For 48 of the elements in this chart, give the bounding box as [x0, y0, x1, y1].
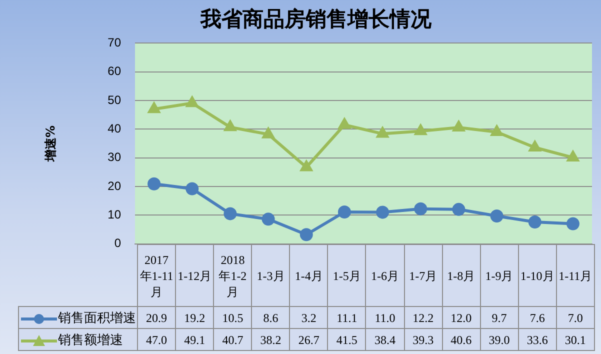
data-label: 19.2	[176, 306, 214, 328]
data-label: 40.6	[442, 328, 480, 350]
y-tick-label: 20	[108, 178, 122, 193]
x-tick-label: 1-8月	[442, 244, 480, 306]
data-label: 30.1	[556, 328, 594, 350]
x-tick-label: 2017年1-11月	[138, 244, 176, 306]
data-label: 12.2	[404, 306, 442, 328]
data-label: 47.0	[138, 328, 176, 350]
data-label: 38.4	[366, 328, 404, 350]
data-label: 10.5	[214, 306, 252, 328]
y-tick-label: 40	[108, 121, 122, 136]
data-label: 38.2	[252, 328, 290, 350]
x-tick-label: 1-10月	[518, 244, 556, 306]
x-tick-label: 1-9月	[480, 244, 518, 306]
x-tick-label: 1-11月	[556, 244, 594, 306]
data-label: 11.0	[366, 306, 404, 328]
x-tick-label: 1-7月	[404, 244, 442, 306]
x-tick-label: 2018年1-2月	[214, 244, 252, 306]
data-label: 26.7	[290, 328, 328, 350]
data-label: 20.9	[138, 306, 176, 328]
data-label: 39.0	[480, 328, 518, 350]
x-tick-label: 1-6月	[366, 244, 404, 306]
y-tick-label: 50	[108, 92, 122, 107]
data-label: 7.0	[556, 306, 594, 328]
x-tick-label: 1-3月	[252, 244, 290, 306]
data-label: 33.6	[518, 328, 556, 350]
data-label: 49.1	[176, 328, 214, 350]
y-tick-label: 70	[108, 36, 122, 50]
data-label: 12.0	[442, 306, 480, 328]
data-label: 40.7	[214, 328, 252, 350]
data-label: 41.5	[328, 328, 366, 350]
y-axis-title: 增速%	[43, 125, 58, 163]
data-label: 7.6	[518, 306, 556, 328]
x-tick-label: 1-12月	[176, 244, 214, 306]
data-label: 11.1	[328, 306, 366, 328]
x-tick-label: 1-4月	[290, 244, 328, 306]
y-tick-label: 10	[108, 207, 122, 222]
data-label: 3.2	[290, 306, 328, 328]
y-tick-label: 30	[108, 150, 122, 164]
y-tick-label: 60	[108, 64, 122, 78]
data-label: 39.3	[404, 328, 442, 350]
data-label: 8.6	[252, 306, 290, 328]
data-label: 9.7	[480, 306, 518, 328]
y-tick-label: 0	[114, 236, 122, 250]
chart-title: 我省商品房销售增长情况	[200, 7, 432, 32]
legend-label: 销售额增速	[58, 332, 123, 346]
x-tick-label: 1-5月	[328, 244, 366, 306]
legend-label: 销售面积增速	[58, 310, 136, 324]
